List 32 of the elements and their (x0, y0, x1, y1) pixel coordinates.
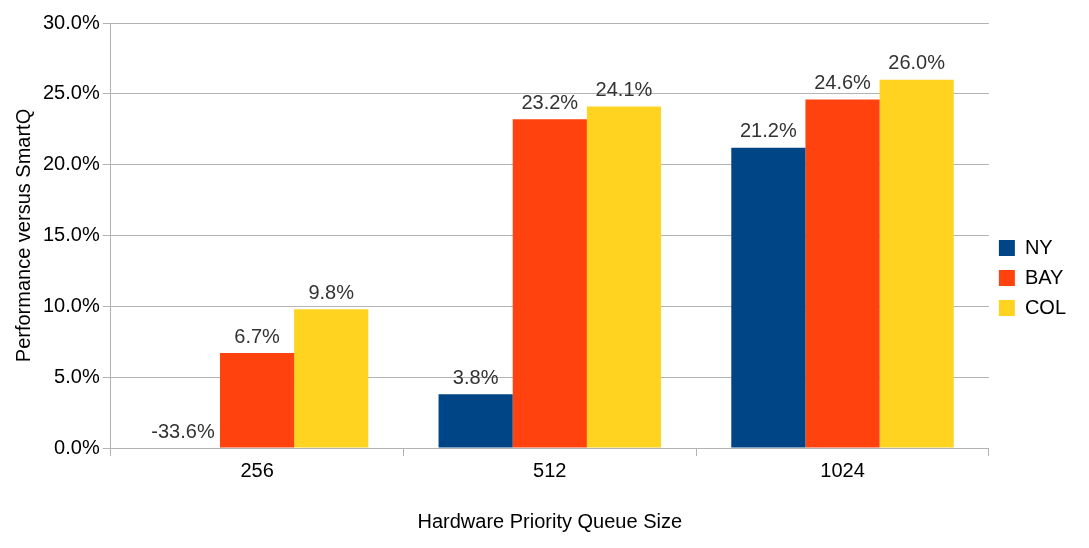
legend-label: COL (1024, 295, 1066, 318)
bar (512, 119, 587, 448)
x-tick-label: 512 (533, 458, 567, 481)
data-label: 9.8% (308, 280, 355, 303)
bar (438, 394, 513, 448)
y-tick-label: 20.0% (42, 152, 100, 175)
data-label: 3.8% (452, 365, 499, 388)
annotation: -33.6% (151, 419, 215, 442)
bar (731, 147, 806, 448)
x-tick-label: 256 (240, 458, 274, 481)
legend-label: NY (1024, 235, 1053, 258)
data-label: 23.2% (521, 90, 579, 113)
data-label: 26.0% (888, 51, 946, 74)
bar (294, 309, 369, 448)
data-label: 24.1% (595, 78, 653, 101)
data-label: 6.7% (234, 324, 281, 347)
bar (586, 106, 662, 448)
bar (879, 79, 954, 448)
y-axis-title: Performance versus SmartQ (11, 108, 34, 363)
legend-label: BAY (1024, 265, 1064, 288)
y-tick-label: 30.0% (42, 10, 100, 33)
y-tick-label: 0.0% (54, 435, 100, 458)
data-label: 21.2% (740, 119, 797, 142)
y-tick-label: 15.0% (42, 223, 100, 246)
y-tick-label: 10.0% (42, 293, 100, 316)
y-tick-label: 5.0% (54, 364, 100, 387)
data-label: 24.6% (814, 71, 872, 94)
bar (805, 99, 880, 448)
y-tick-label: 25.0% (42, 81, 100, 104)
bar (219, 353, 295, 448)
x-axis-title: Hardware Priority Queue Size (417, 509, 683, 532)
x-tick-label: 1024 (820, 458, 865, 481)
